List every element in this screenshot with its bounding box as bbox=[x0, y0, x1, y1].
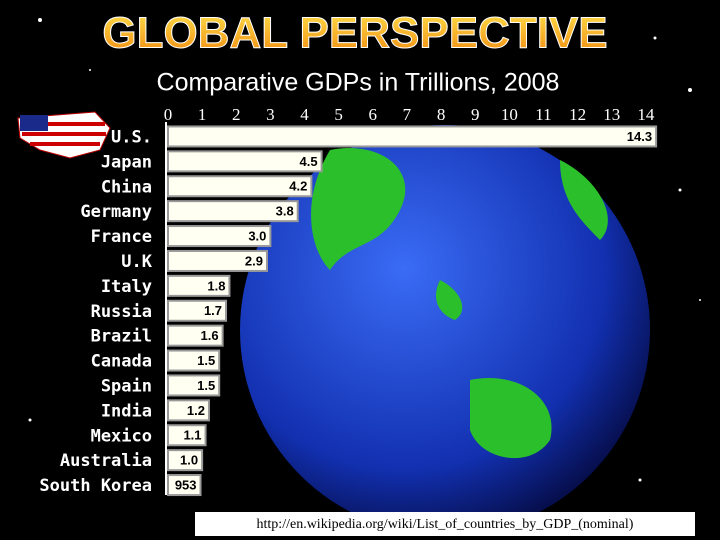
value-label: 1.8 bbox=[207, 278, 225, 293]
x-tick-label: 6 bbox=[369, 105, 378, 124]
x-tick-label: 7 bbox=[403, 105, 412, 124]
value-label: 3.0 bbox=[248, 228, 266, 243]
source-box bbox=[195, 512, 695, 536]
x-tick-label: 3 bbox=[266, 105, 275, 124]
value-label: 4.2 bbox=[289, 179, 307, 194]
bar bbox=[167, 324, 224, 347]
x-tick-label: 12 bbox=[569, 105, 586, 124]
x-tick-label: 10 bbox=[501, 105, 518, 124]
x-tick-label: 4 bbox=[300, 105, 309, 124]
category-label: Brazil bbox=[91, 327, 152, 347]
value-label: 4.5 bbox=[300, 154, 318, 169]
value-label: 1.0 bbox=[180, 453, 198, 468]
bar bbox=[167, 349, 221, 372]
us-flag-map bbox=[17, 111, 111, 159]
category-label: South Korea bbox=[39, 476, 152, 496]
subtitle: Comparative GDPs in Trillions, 2008 bbox=[157, 69, 560, 97]
bar bbox=[167, 225, 272, 248]
value-label: 2.9 bbox=[245, 253, 263, 268]
bar bbox=[167, 274, 231, 297]
value-label: 1.5 bbox=[197, 353, 215, 368]
category-label: Canada bbox=[91, 352, 152, 372]
x-tick-label: 8 bbox=[437, 105, 446, 124]
value-label: 1.2 bbox=[187, 403, 205, 418]
category-label: China bbox=[101, 177, 152, 197]
x-tick-label: 13 bbox=[603, 105, 620, 124]
category-label: U.S. bbox=[111, 127, 152, 147]
category-label: Germany bbox=[80, 202, 152, 222]
category-label: Mexico bbox=[91, 426, 152, 446]
x-tick-label: 9 bbox=[471, 105, 480, 124]
category-label: Japan bbox=[101, 152, 152, 172]
x-tick-label: 5 bbox=[334, 105, 343, 124]
value-label: 953 bbox=[175, 477, 197, 492]
value-label: 14.3 bbox=[627, 129, 652, 144]
category-label: Australia bbox=[60, 451, 152, 471]
bar bbox=[167, 449, 204, 472]
x-tick-label: 2 bbox=[232, 105, 241, 124]
bar bbox=[167, 125, 658, 148]
category-label: France bbox=[91, 227, 152, 247]
x-tick-label: 1 bbox=[198, 105, 207, 124]
value-label: 3.8 bbox=[276, 204, 294, 219]
category-label: U.K bbox=[121, 252, 152, 272]
bar bbox=[167, 399, 210, 422]
stars bbox=[28, 18, 701, 482]
category-label: Italy bbox=[101, 277, 152, 297]
source: http://en.wikipedia.org/wiki/List_of_cou… bbox=[257, 517, 634, 532]
category-label: Russia bbox=[91, 302, 152, 322]
bar bbox=[167, 374, 221, 397]
bar bbox=[167, 150, 323, 173]
value-label: 1.5 bbox=[197, 378, 215, 393]
x-tick-label: 0 bbox=[164, 105, 173, 124]
value-label: 1.7 bbox=[204, 303, 222, 318]
globe bbox=[240, 125, 650, 535]
title: GLOBAL PERSPECTIVE bbox=[102, 9, 607, 58]
x-tick-label: 11 bbox=[535, 105, 551, 124]
x-tick-label: 14 bbox=[637, 105, 655, 124]
bar bbox=[167, 200, 299, 223]
bar bbox=[167, 175, 313, 198]
bar bbox=[167, 249, 268, 272]
bar bbox=[167, 474, 202, 497]
bar bbox=[167, 424, 207, 447]
value-label: 1.6 bbox=[201, 328, 219, 343]
category-label: Spain bbox=[101, 376, 152, 396]
category-label: India bbox=[101, 401, 152, 421]
bar bbox=[167, 299, 228, 322]
value-label: 1.1 bbox=[183, 428, 201, 443]
